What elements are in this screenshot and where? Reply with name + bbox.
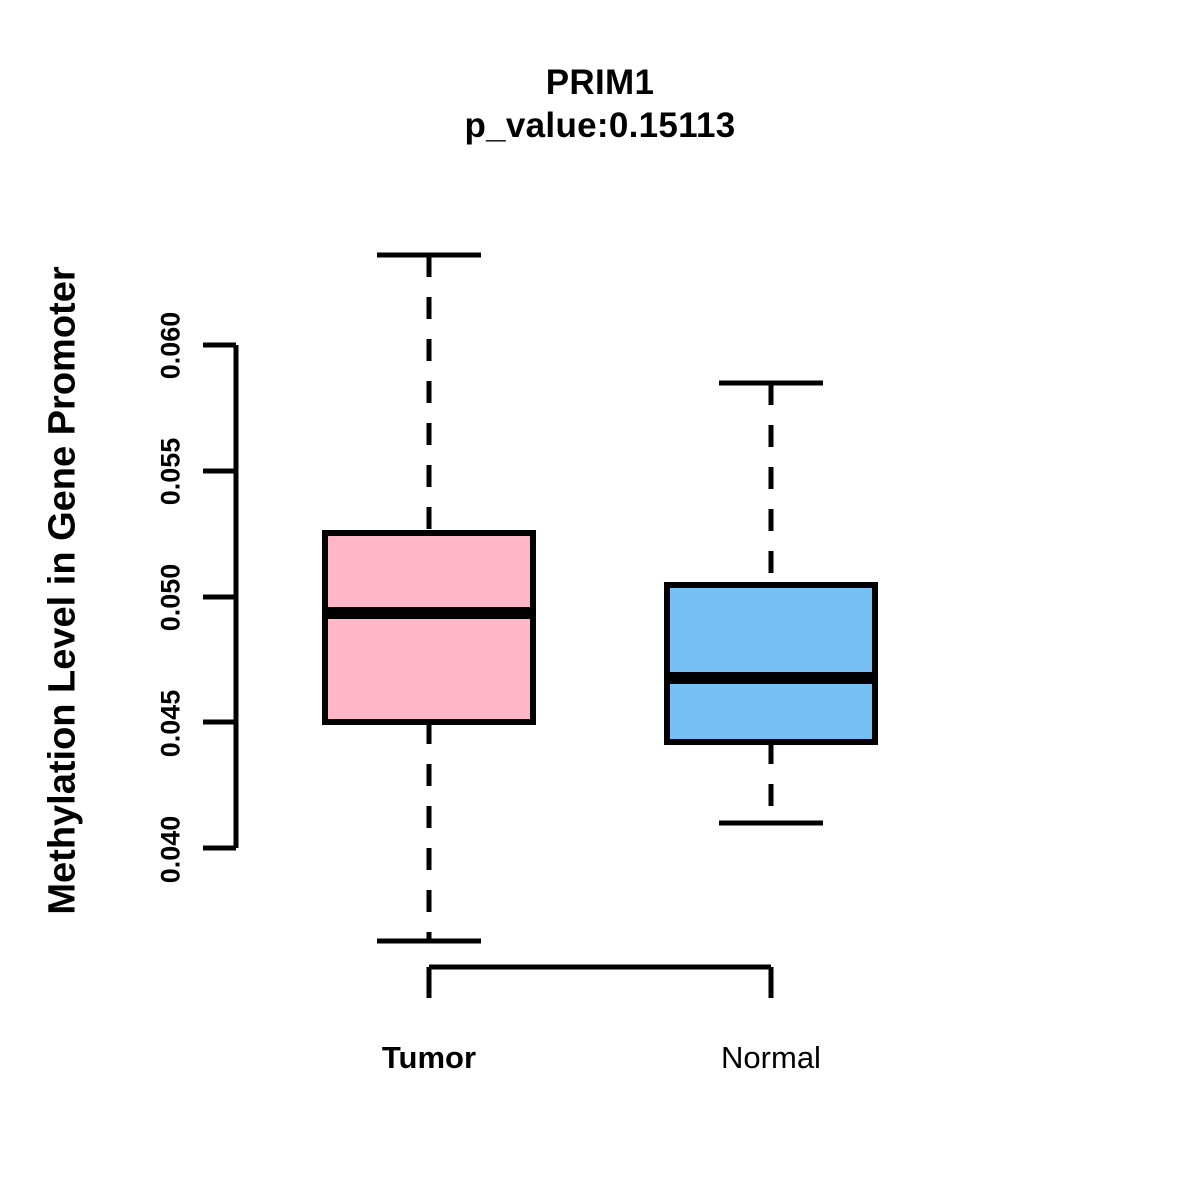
box-rect-normal	[664, 582, 878, 745]
box-rect-tumor	[322, 530, 536, 725]
box-tumor	[322, 252, 536, 944]
x-tick-label-tumor: Tumor	[381, 1040, 477, 1075]
figure-title-block: PRIM1 p_value:0.15113	[0, 62, 1200, 147]
box-normal	[664, 380, 878, 826]
x-axis	[426, 964, 774, 998]
y-axis	[203, 342, 239, 851]
x-tick-label-normal: Normal	[721, 1040, 821, 1075]
figure-subtitle-pvalue: p_value:0.15113	[464, 105, 736, 145]
page-title: PRIM1	[545, 63, 655, 102]
